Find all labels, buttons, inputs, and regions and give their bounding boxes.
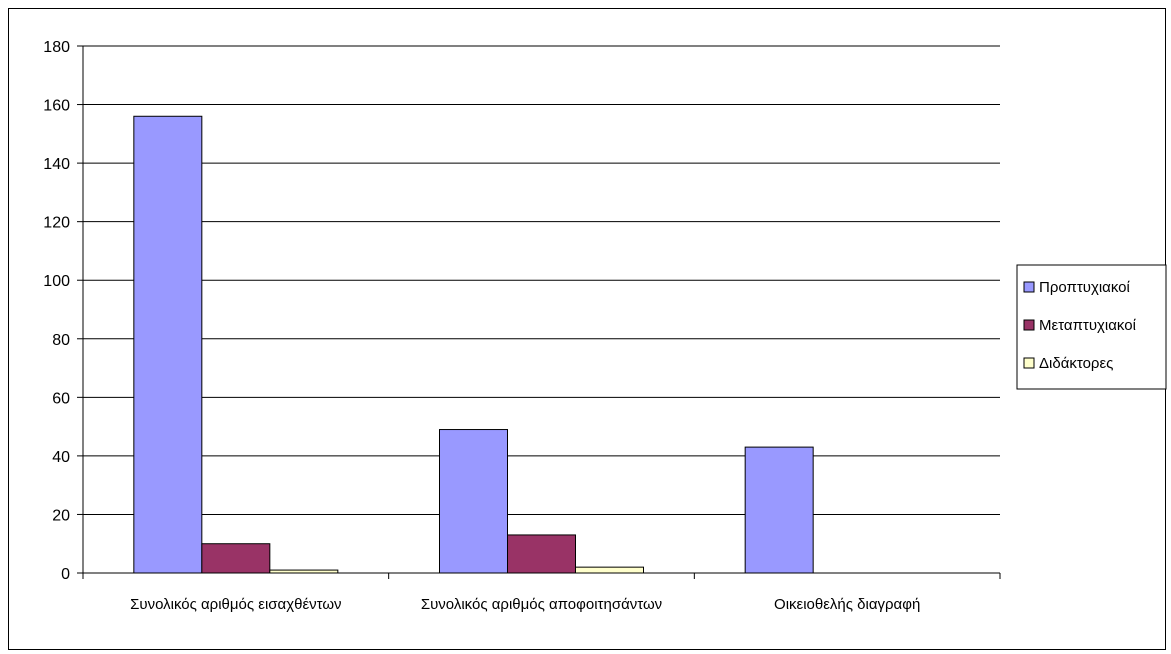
y-tick-labels: 0 20 40 60 80 100 120 140 160 180	[43, 39, 70, 583]
x-category-label: Συνολικός αριθμός αποφοιτησάντων	[421, 596, 662, 613]
y-tick-label: 180	[43, 39, 70, 56]
legend-swatch	[1023, 281, 1035, 293]
y-tick-label: 100	[43, 273, 70, 290]
y-tick-label: 120	[43, 215, 70, 232]
legend-label: Προπτυχιακοί	[1039, 279, 1131, 296]
y-tick-label: 140	[43, 156, 70, 173]
bar	[507, 534, 576, 574]
x-category-label: Συνολικός αριθμός εισαχθέντων	[130, 596, 341, 613]
legend-label: Μεταπτυχιακοί	[1039, 317, 1137, 334]
y-tick-label: 60	[52, 390, 70, 407]
x-category-label: Οικειοθελής διαγραφή	[774, 596, 920, 613]
legend-swatch	[1023, 319, 1035, 331]
bar	[575, 566, 644, 574]
y-tick-label: 40	[52, 449, 70, 466]
legend-box	[1016, 264, 1167, 390]
legend: Προπτυχιακοί Μεταπτυχιακοί Διδάκτορες	[1016, 264, 1167, 390]
legend-label: Διδάκτορες	[1039, 355, 1113, 372]
bar	[201, 543, 271, 574]
y-tick-label: 160	[43, 98, 70, 115]
bar	[744, 446, 814, 574]
y-tick-label: 20	[52, 507, 70, 524]
bar	[439, 429, 508, 574]
x-category-labels: Συνολικός αριθμός εισαχθέντων Συνολικός α…	[130, 596, 920, 613]
axes	[77, 45, 1001, 579]
y-tick-label: 80	[52, 332, 70, 349]
bar	[133, 115, 203, 574]
gridlines	[83, 45, 1000, 515]
y-tick-label: 0	[61, 566, 70, 583]
bars	[133, 115, 814, 574]
legend-swatch	[1023, 357, 1035, 369]
